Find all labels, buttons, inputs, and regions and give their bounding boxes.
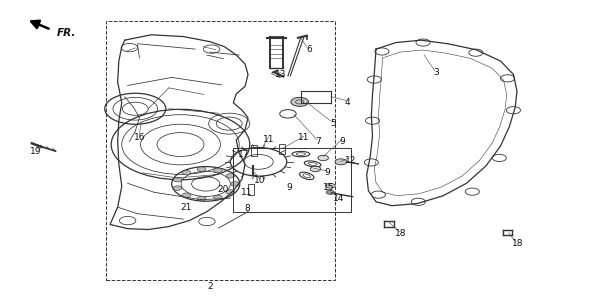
Bar: [233, 147, 351, 212]
Text: 15: 15: [323, 183, 335, 192]
Circle shape: [214, 195, 222, 200]
Text: 7: 7: [316, 137, 322, 146]
Circle shape: [173, 178, 182, 182]
Circle shape: [326, 183, 335, 188]
Bar: [279, 144, 285, 154]
Text: 6: 6: [307, 45, 313, 54]
Circle shape: [173, 186, 182, 190]
Circle shape: [291, 98, 309, 106]
Circle shape: [326, 190, 335, 194]
Text: 20: 20: [218, 185, 229, 194]
Text: 8: 8: [244, 204, 250, 213]
Circle shape: [214, 168, 222, 172]
Text: 18: 18: [512, 239, 524, 248]
Text: 11: 11: [298, 133, 310, 142]
Text: 5: 5: [330, 119, 336, 128]
Text: FR.: FR.: [57, 28, 77, 38]
Text: 12: 12: [345, 156, 356, 165]
Circle shape: [231, 182, 240, 186]
Text: 10: 10: [254, 176, 266, 185]
Circle shape: [335, 159, 347, 165]
Text: 11: 11: [241, 188, 253, 197]
Text: 2: 2: [207, 282, 212, 291]
Circle shape: [182, 170, 191, 175]
Circle shape: [182, 193, 191, 197]
Circle shape: [318, 155, 329, 161]
Text: 17: 17: [238, 150, 249, 159]
Text: 11: 11: [263, 135, 274, 144]
Circle shape: [226, 190, 235, 194]
Bar: [251, 145, 257, 156]
Circle shape: [226, 174, 235, 178]
Text: 21: 21: [181, 203, 192, 212]
Circle shape: [310, 166, 321, 172]
Circle shape: [197, 167, 206, 171]
Text: 13: 13: [274, 70, 286, 79]
Circle shape: [197, 197, 206, 201]
Text: 9: 9: [339, 137, 345, 146]
Bar: [106, 21, 335, 280]
Text: 4: 4: [345, 98, 350, 107]
Bar: [248, 185, 254, 195]
Text: 3: 3: [433, 68, 439, 77]
Text: 14: 14: [333, 194, 345, 203]
Text: 9: 9: [286, 183, 292, 192]
Text: 19: 19: [30, 147, 41, 157]
Text: 9: 9: [324, 168, 330, 177]
Text: 16: 16: [134, 132, 145, 141]
Text: 18: 18: [395, 229, 407, 238]
